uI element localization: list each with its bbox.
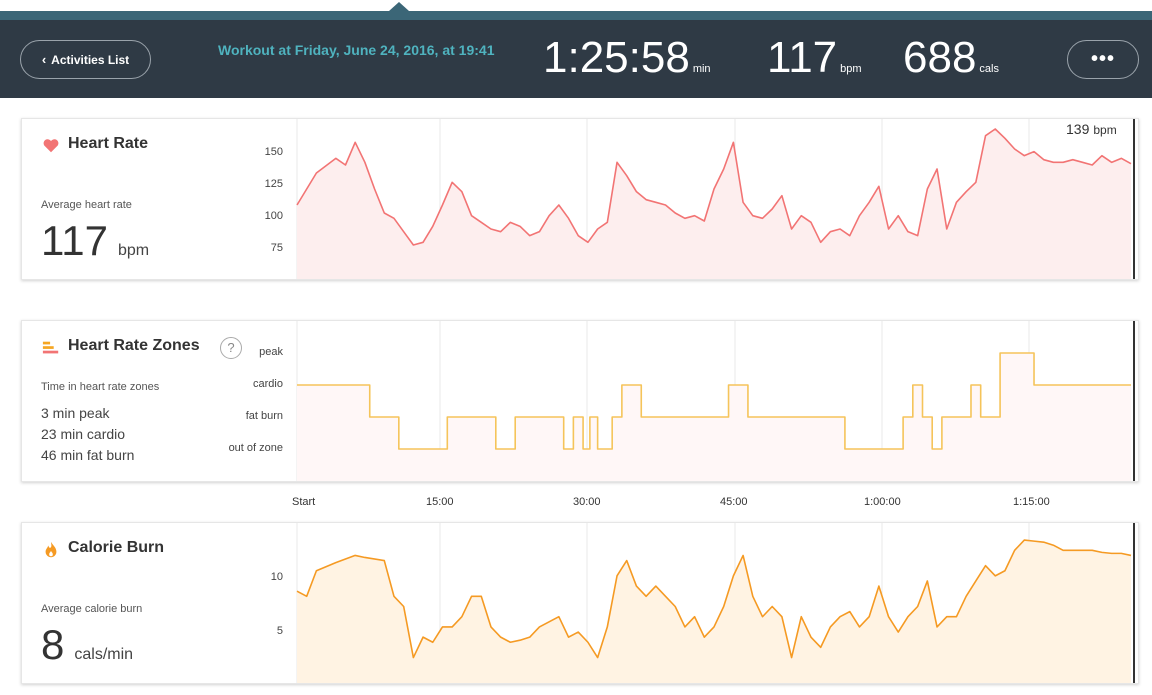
hr-tick-150: 150 — [264, 146, 283, 158]
average-calorie-burn-label: Average calorie burn — [41, 603, 143, 615]
zone-peak-summary: 3 min peak — [41, 405, 110, 421]
zone-cardio-summary: 23 min cardio — [41, 426, 126, 442]
top-stripe — [0, 0, 1152, 20]
calorie-burn-chart[interactable] — [292, 523, 1138, 683]
calories-value: 688 — [903, 33, 977, 82]
flame-icon — [45, 541, 57, 558]
duration-value: 1:25:58 — [543, 33, 690, 82]
zone-tick-peak: peak — [259, 346, 283, 358]
heart-rate-value: 117 — [767, 33, 838, 82]
time-tick-30: 30:00 — [573, 496, 601, 508]
zones-title: Heart Rate Zones — [68, 337, 200, 354]
series-area — [297, 129, 1131, 279]
heart-rate-readout: 139 bpm — [1066, 121, 1117, 137]
duration-unit: min — [692, 63, 711, 75]
calories-stat: 688 cals — [903, 33, 999, 83]
heart-rate-chart[interactable] — [292, 119, 1138, 279]
time-tick-15: 15:00 — [426, 496, 454, 508]
average-heart-rate-unit: bpm — [117, 242, 150, 259]
average-heart-rate: 117 bpm — [41, 217, 149, 265]
heart-rate-zones-chart[interactable] — [292, 321, 1138, 481]
zones-summary-list: 3 min peak 23 min cardio 46 min fat burn — [41, 403, 134, 466]
zone-tick-cardio: cardio — [253, 378, 283, 390]
heart-rate-stat: 117 bpm — [767, 33, 862, 83]
heart-rate-unit: bpm — [840, 63, 862, 75]
help-icon[interactable]: ? — [220, 337, 242, 359]
more-options-button[interactable]: ••• — [1067, 40, 1139, 79]
zone-tick-fatburn: fat burn — [245, 410, 283, 422]
zone-tick-out-of-zone: out of zone — [228, 442, 283, 454]
readout-unit: bpm — [1093, 123, 1117, 137]
ellipsis-icon: ••• — [1090, 48, 1115, 70]
tab-pointer — [389, 2, 409, 11]
hr-tick-75: 75 — [270, 242, 283, 254]
cal-tick-5: 5 — [276, 625, 283, 637]
series-line — [296, 539, 1132, 659]
heart-rate-title: Heart Rate — [68, 135, 149, 152]
series-line — [297, 352, 1131, 450]
top-progress-bar — [0, 11, 1152, 20]
time-tick-60: 1:00:00 — [864, 496, 901, 508]
average-heart-rate-value: 117 — [41, 217, 108, 264]
activities-list-label: Activities List — [51, 52, 130, 67]
average-calorie-burn: 8 cals/min — [41, 621, 133, 669]
readout-value: 139 — [1066, 121, 1090, 137]
zone-fatburn-summary: 46 min fat burn — [41, 447, 135, 463]
time-tick-start: Start — [292, 496, 316, 508]
hr-tick-100: 100 — [264, 210, 283, 222]
time-tick-75: 1:15:00 — [1013, 496, 1050, 508]
activities-list-button[interactable]: ‹ Activities List — [20, 40, 151, 79]
average-calorie-burn-unit: cals/min — [74, 646, 134, 663]
series-line — [296, 128, 1132, 246]
zones-bars-icon — [42, 341, 59, 354]
average-calorie-burn-value: 8 — [41, 621, 65, 668]
zones-desc-label: Time in heart rate zones — [41, 381, 160, 393]
average-heart-rate-label: Average heart rate — [41, 199, 132, 211]
chevron-left-icon: ‹ — [41, 52, 47, 67]
workout-title: Workout at Friday, June 24, 2016, at 19:… — [218, 42, 495, 58]
heart-icon — [43, 139, 59, 153]
cal-tick-10: 10 — [270, 571, 283, 583]
duration-stat: 1:25:58 min — [543, 33, 711, 83]
workout-header: ‹ Activities List Workout at Friday, Jun… — [0, 20, 1152, 98]
series-area — [297, 540, 1131, 683]
time-tick-45: 45:00 — [720, 496, 748, 508]
calories-unit: cals — [979, 63, 999, 75]
hr-tick-125: 125 — [264, 178, 283, 190]
calorie-burn-title: Calorie Burn — [68, 539, 165, 556]
